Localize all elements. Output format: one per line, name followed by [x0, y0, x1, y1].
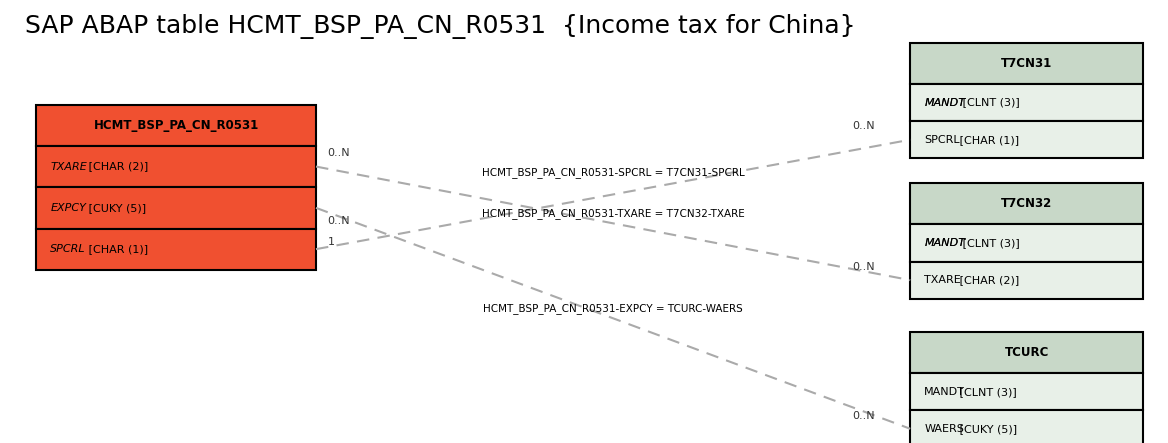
Text: 0..N: 0..N — [328, 148, 350, 158]
Text: TXARE: TXARE — [50, 162, 88, 171]
Text: [CUKY (5)]: [CUKY (5)] — [85, 203, 146, 213]
Text: 1: 1 — [328, 237, 335, 247]
Text: [CHAR (1)]: [CHAR (1)] — [957, 135, 1020, 145]
Text: HCMT_BSP_PA_CN_R0531-EXPCY = TCURC-WAERS: HCMT_BSP_PA_CN_R0531-EXPCY = TCURC-WAERS — [484, 303, 743, 314]
FancyBboxPatch shape — [910, 373, 1143, 410]
Text: HCMT_BSP_PA_CN_R0531-TXARE = T7CN32-TXARE: HCMT_BSP_PA_CN_R0531-TXARE = T7CN32-TXAR… — [481, 208, 744, 219]
Text: HCMT_BSP_PA_CN_R0531: HCMT_BSP_PA_CN_R0531 — [93, 119, 259, 132]
Text: SPCRL: SPCRL — [50, 244, 86, 254]
FancyBboxPatch shape — [910, 121, 1143, 158]
Text: TXARE: TXARE — [924, 275, 961, 285]
Text: [CUKY (5)]: [CUKY (5)] — [957, 424, 1017, 434]
FancyBboxPatch shape — [910, 43, 1143, 84]
Text: [CLNT (3)]: [CLNT (3)] — [959, 238, 1020, 248]
Text: EXPCY: EXPCY — [50, 203, 86, 213]
FancyBboxPatch shape — [36, 187, 317, 229]
Text: [CHAR (2)]: [CHAR (2)] — [957, 275, 1020, 285]
Text: WAERS: WAERS — [924, 424, 964, 434]
Text: MANDT: MANDT — [924, 97, 965, 108]
Text: TCURC: TCURC — [1004, 346, 1049, 359]
FancyBboxPatch shape — [910, 84, 1143, 121]
Text: [CHAR (2)]: [CHAR (2)] — [85, 162, 148, 171]
FancyBboxPatch shape — [36, 229, 317, 270]
Text: MANDT: MANDT — [924, 238, 965, 248]
Text: SPCRL: SPCRL — [924, 135, 960, 145]
Text: T7CN31: T7CN31 — [1001, 57, 1052, 70]
Text: MANDT: MANDT — [924, 97, 965, 108]
Text: 0..N: 0..N — [851, 121, 875, 132]
FancyBboxPatch shape — [910, 183, 1143, 224]
FancyBboxPatch shape — [36, 105, 317, 146]
FancyBboxPatch shape — [910, 332, 1143, 373]
Text: [CLNT (3)]: [CLNT (3)] — [957, 387, 1017, 396]
Text: SAP ABAP table HCMT_BSP_PA_CN_R0531  {Income tax for China}: SAP ABAP table HCMT_BSP_PA_CN_R0531 {Inc… — [25, 14, 855, 39]
Text: MANDT: MANDT — [924, 387, 965, 396]
Text: HCMT_BSP_PA_CN_R0531-SPCRL = T7CN31-SPCRL: HCMT_BSP_PA_CN_R0531-SPCRL = T7CN31-SPCR… — [481, 167, 744, 178]
Text: [CHAR (1)]: [CHAR (1)] — [85, 244, 148, 254]
Text: T7CN32: T7CN32 — [1001, 197, 1052, 210]
FancyBboxPatch shape — [910, 410, 1143, 443]
Text: MANDT: MANDT — [924, 238, 965, 248]
FancyBboxPatch shape — [36, 146, 317, 187]
Text: 0..N: 0..N — [851, 411, 875, 420]
Text: [CLNT (3)]: [CLNT (3)] — [959, 97, 1020, 108]
FancyBboxPatch shape — [910, 261, 1143, 299]
Text: 0..N: 0..N — [328, 216, 350, 226]
Text: 0..N: 0..N — [851, 262, 875, 272]
FancyBboxPatch shape — [910, 224, 1143, 261]
